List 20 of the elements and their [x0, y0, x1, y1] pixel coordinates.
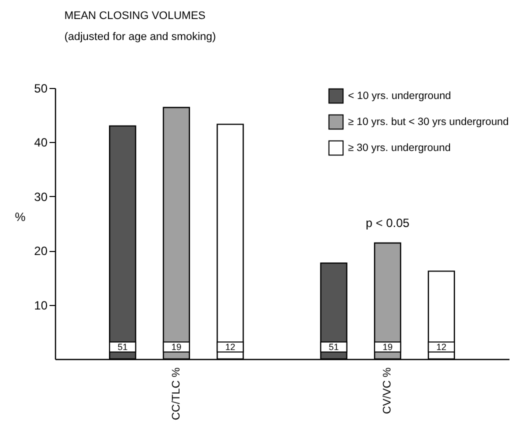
annotation: 12: [436, 342, 446, 352]
y-tick-label: 50: [34, 82, 48, 96]
y-axis-title: %: [14, 210, 26, 224]
chart-subtitle: (adjusted for age and smoking): [64, 31, 216, 43]
y-tick-label: 30: [34, 190, 48, 204]
legend-label: ≥ 10 yrs. but < 30 yrs underground: [348, 116, 509, 128]
annotation: 12: [225, 342, 236, 352]
x-tick-label: CV/VC %: [382, 367, 394, 414]
annotation: 51: [118, 342, 128, 352]
chart-title: MEAN CLOSING VOLUMES: [64, 10, 206, 22]
y-tick-label: 10: [34, 298, 48, 312]
x-tick-label: CC/TLC %: [170, 367, 182, 420]
legend-label: < 10 yrs. underground: [348, 90, 452, 102]
y-tick-label: 40: [34, 136, 48, 150]
legend-label: ≥ 30 yrs. underground: [348, 142, 451, 154]
y-tick-label: 20: [34, 244, 48, 258]
annotation: p < 0.05: [366, 216, 410, 230]
annotation: 51: [328, 342, 339, 352]
annotation: 19: [171, 342, 182, 352]
annotation: 19: [382, 342, 393, 352]
